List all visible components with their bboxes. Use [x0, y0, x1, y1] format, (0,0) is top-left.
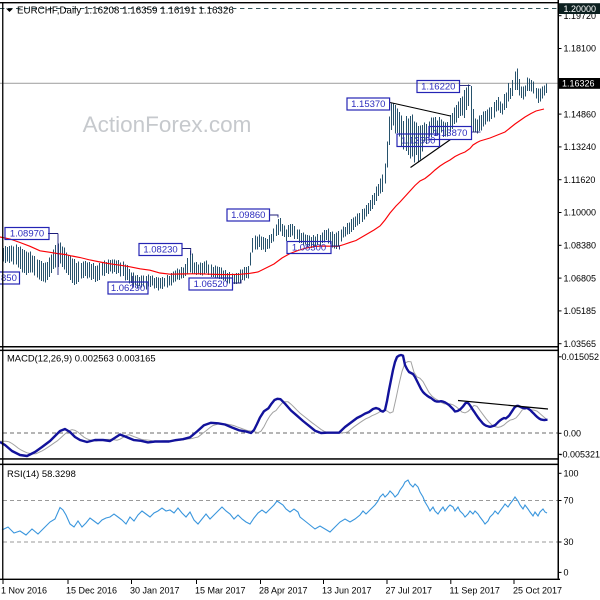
svg-text:RSI(14) 58.3298: RSI(14) 58.3298	[7, 468, 76, 479]
svg-text:28 Apr 2017: 28 Apr 2017	[259, 586, 308, 596]
svg-text:13 Jun 2017: 13 Jun 2017	[322, 586, 372, 596]
svg-text:1.11620: 1.11620	[564, 175, 596, 185]
svg-text:-0.005321: -0.005321	[560, 450, 600, 460]
svg-text:1 Nov 2016: 1 Nov 2016	[1, 586, 47, 596]
svg-text:15 Dec 2016: 15 Dec 2016	[66, 586, 117, 596]
svg-text:1.13870: 1.13870	[433, 128, 467, 139]
svg-text:1.08380: 1.08380	[564, 241, 597, 251]
svg-text:MACD(12,26,9) 0.002563 0.00316: MACD(12,26,9) 0.002563 0.003165	[7, 353, 156, 364]
svg-text:1.08970: 1.08970	[10, 229, 44, 240]
svg-text:0.015052: 0.015052	[562, 352, 600, 362]
svg-text:100: 100	[564, 469, 579, 479]
svg-text:1.10000: 1.10000	[564, 208, 597, 218]
svg-text:ActionForex.com: ActionForex.com	[83, 112, 252, 137]
svg-text:1.08300: 1.08300	[292, 243, 326, 254]
svg-text:1.14860: 1.14860	[564, 109, 597, 119]
svg-text:1.03565: 1.03565	[564, 339, 597, 349]
svg-text:1.19720: 1.19720	[564, 11, 597, 21]
svg-text:1.15370: 1.15370	[351, 99, 385, 110]
svg-text:1.13550: 1.13550	[401, 135, 435, 146]
svg-text:0: 0	[564, 568, 569, 578]
svg-text:850: 850	[1, 273, 17, 284]
svg-text:1.05185: 1.05185	[564, 306, 597, 316]
svg-text:25 Oct 2017: 25 Oct 2017	[513, 586, 562, 596]
svg-text:30 Jan 2017: 30 Jan 2017	[130, 586, 180, 596]
svg-text:30: 30	[564, 537, 574, 547]
svg-text:1.09860: 1.09860	[231, 210, 265, 221]
svg-text:11 Sep 2017: 11 Sep 2017	[450, 586, 500, 596]
svg-text:1.08230: 1.08230	[143, 245, 177, 256]
svg-text:1.06290: 1.06290	[111, 283, 145, 294]
svg-text:0.00: 0.00	[564, 429, 582, 439]
svg-text:70: 70	[564, 496, 574, 506]
svg-text:1.18100: 1.18100	[564, 44, 597, 54]
svg-text:1.13240: 1.13240	[564, 142, 597, 152]
svg-text:1.06520: 1.06520	[194, 279, 228, 290]
svg-text:1.16326: 1.16326	[562, 79, 595, 89]
svg-text:15 Mar 2017: 15 Mar 2017	[195, 586, 246, 596]
svg-text:EURCHF,Daily 1.16208 1.16359: EURCHF,Daily 1.16208 1.16359 1.16191 1.1…	[17, 6, 234, 17]
svg-text:27 Jul 2017: 27 Jul 2017	[386, 586, 433, 596]
svg-text:1.16220: 1.16220	[421, 82, 455, 93]
svg-text:1.20000: 1.20000	[564, 4, 597, 14]
svg-text:1.06805: 1.06805	[564, 273, 597, 283]
